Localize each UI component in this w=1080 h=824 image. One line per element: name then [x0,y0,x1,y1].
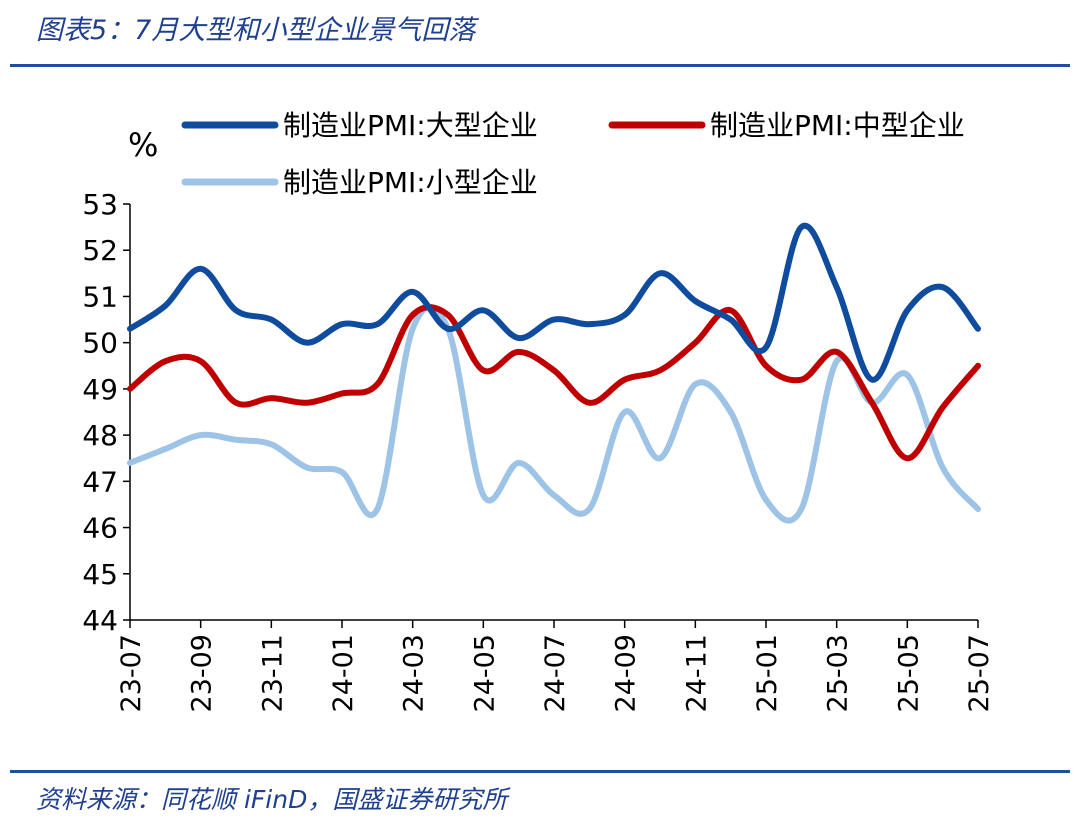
x-tick-label: 24-01 [328,634,359,712]
y-tick-label: 49 [82,373,118,406]
source-note: 资料来源：同花顺 iFinD，国盛证券研究所 [36,785,508,814]
x-tick-label: 25-03 [823,634,854,712]
y-tick-label: 44 [82,604,118,637]
y-tick-label: 52 [82,234,118,267]
top-divider [10,64,1070,67]
y-tick-label: 45 [82,558,118,591]
x-tick-label: 23-09 [187,634,218,712]
x-tick-label: 24-07 [540,634,571,712]
legend-label: 制造业PMI:大型企业 [283,109,538,142]
chart-title: 图表5：7月大型和小型企业景气回落 [36,15,476,46]
x-tick-label: 23-11 [257,634,288,712]
series-line-medium [127,304,981,462]
series-line-large [127,222,981,383]
x-tick-label: 23-07 [116,634,147,712]
x-tick-label: 24-03 [399,634,430,712]
x-tick-label: 24-05 [469,634,500,712]
x-tick-label: 24-11 [681,634,712,712]
y-axis-label: % [128,126,158,164]
y-tick-label: 53 [82,188,118,221]
x-tick-label: 24-09 [611,634,642,712]
x-tick-label: 25-05 [893,634,924,712]
y-tick-label: 46 [82,512,118,545]
y-tick-label: 48 [82,419,118,452]
x-tick-label: 25-07 [964,634,995,712]
y-tick-label: 47 [82,465,118,498]
series-line-small [127,304,981,524]
legend-label: 制造业PMI:小型企业 [283,166,538,199]
x-tick-label: 25-01 [752,634,783,712]
legend-label: 制造业PMI:中型企业 [710,109,965,142]
bottom-divider [10,770,1070,773]
y-tick-label: 50 [82,327,118,360]
y-tick-label: 51 [82,280,118,313]
axes: 44 45 46 47 48 49 50 51 52 53 23-07 23-09 23-11 24-01… [82,188,995,712]
series-lines [127,222,981,524]
